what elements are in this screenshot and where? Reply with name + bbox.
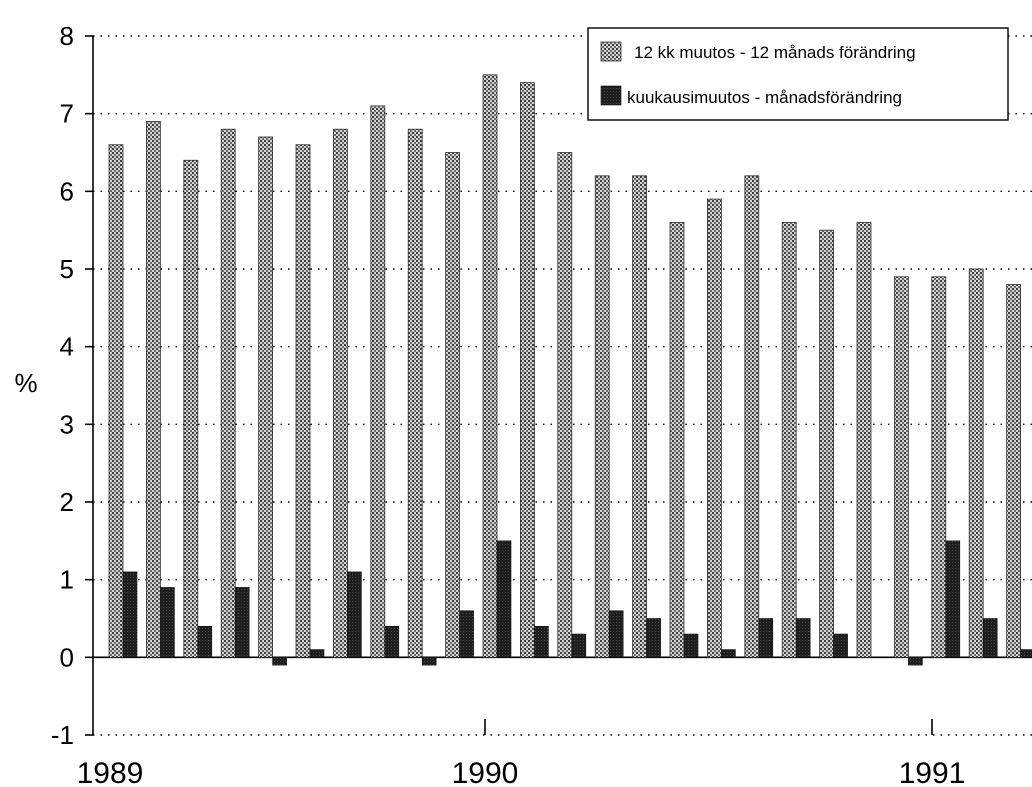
bar-kuukausi-14: [647, 619, 661, 658]
year-label-1989: 1989: [77, 757, 144, 787]
bar-12kk-19: [820, 230, 834, 657]
bar-12kk-13: [595, 176, 609, 658]
bar-12kk-14: [633, 176, 647, 658]
bar-kuukausi-16: [721, 650, 735, 658]
bar-12kk-18: [782, 222, 796, 657]
y-tick-label: -1: [51, 720, 74, 750]
bar-12kk-10: [483, 75, 497, 658]
bar-12kk-9: [446, 153, 460, 658]
bar-kuukausi-13: [609, 611, 623, 658]
bar-kuukausi-2: [198, 626, 212, 657]
bar-kuukausi-22: [946, 541, 960, 658]
y-tick-label: 8: [60, 21, 74, 51]
y-tick-label: 2: [60, 487, 74, 517]
bar-kuukausi-4: [273, 657, 287, 665]
bar-12kk-17: [745, 176, 759, 658]
bar-12kk-7: [371, 106, 385, 657]
bar-12kk-3: [221, 129, 235, 657]
bar-12kk-8: [408, 129, 422, 657]
year-label-1991: 1991: [899, 757, 966, 787]
bar-12kk-0: [109, 145, 123, 658]
bar-12kk-20: [857, 222, 871, 657]
bar-12kk-4: [259, 137, 273, 657]
bar-12kk-23: [969, 269, 983, 657]
bar-12kk-6: [333, 129, 347, 657]
legend: 12 kk muutos - 12 månads förändring kuuka…: [588, 28, 1008, 120]
legend-swatch-kuukausi: [601, 86, 621, 105]
bar-12kk-11: [520, 83, 534, 658]
bar-kuukausi-23: [983, 619, 997, 658]
y-tick-label: 1: [60, 565, 74, 595]
bar-kuukausi-11: [534, 626, 548, 657]
y-tick-label: 6: [60, 176, 74, 206]
legend-label-kuukausi: kuukausimuutos - månadsförändring: [627, 88, 902, 107]
bar-kuukausi-17: [759, 619, 773, 658]
y-axis-unit-label: %: [14, 368, 37, 398]
bar-12kk-24: [1007, 285, 1021, 658]
bar-12kk-21: [894, 277, 908, 658]
bar-kuukausi-7: [385, 626, 399, 657]
bar-kuukausi-10: [497, 541, 511, 658]
bar-kuukausi-15: [684, 634, 698, 657]
year-label-1990: 1990: [452, 757, 519, 787]
y-tick-label: 7: [60, 99, 74, 129]
bar-12kk-2: [184, 160, 198, 657]
legend-label-12kk: 12 kk muutos - 12 månads förändring: [634, 43, 916, 62]
bar-kuukausi-18: [796, 619, 810, 658]
y-tick-label: 5: [60, 254, 74, 284]
bar-kuukausi-0: [123, 572, 137, 657]
bar-kuukausi-12: [572, 634, 586, 657]
bar-12kk-15: [670, 222, 684, 657]
bar-kuukausi-1: [160, 587, 174, 657]
legend-swatch-12kk: [601, 42, 621, 61]
bar-12kk-5: [296, 145, 310, 658]
bar-12kk-1: [146, 121, 160, 657]
bar-12kk-22: [932, 277, 946, 658]
bar-kuukausi-21: [908, 657, 922, 665]
bar-12kk-12: [558, 153, 572, 658]
bar-kuukausi-6: [347, 572, 361, 657]
bar-kuukausi-9: [460, 611, 474, 658]
bar-kuukausi-3: [235, 587, 249, 657]
bar-kuukausi-5: [310, 650, 324, 658]
y-tick-label: 0: [60, 642, 74, 672]
bar-kuukausi-24: [1021, 650, 1032, 658]
bar-kuukausi-8: [422, 657, 436, 665]
y-tick-label: 4: [60, 332, 74, 362]
bars: [109, 75, 1032, 665]
bar-kuukausi-19: [834, 634, 848, 657]
bar-12kk-16: [707, 199, 721, 657]
y-tick-label: 3: [60, 409, 74, 439]
